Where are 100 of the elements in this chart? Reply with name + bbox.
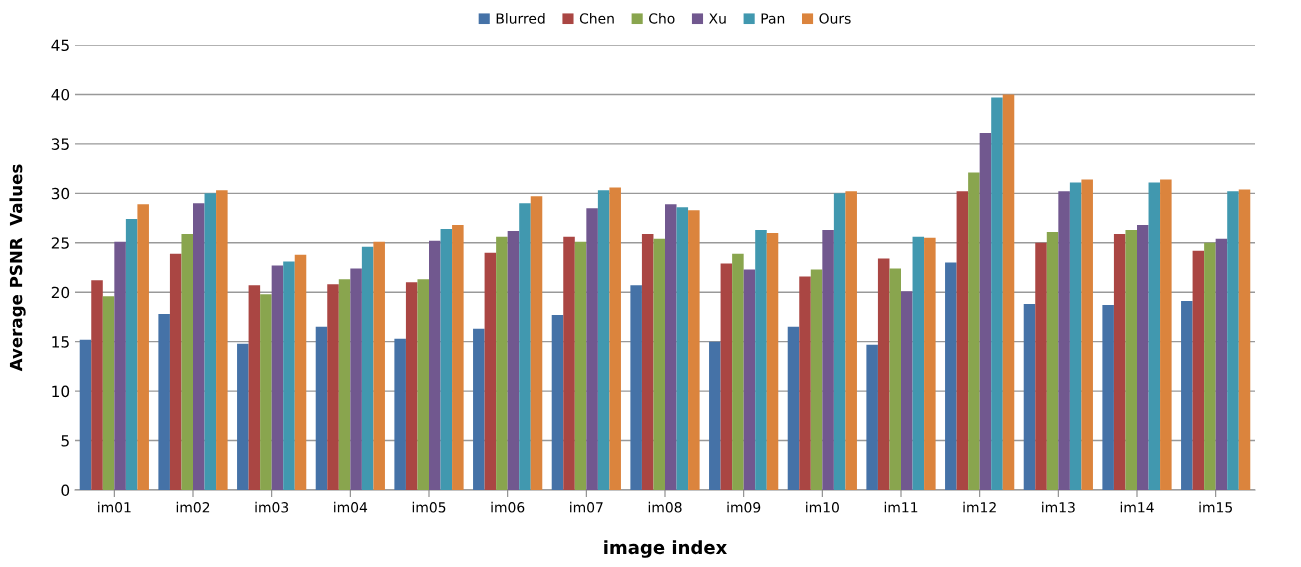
- bar: [327, 284, 339, 490]
- legend-label: Xu: [709, 13, 726, 24]
- bar: [1081, 179, 1093, 490]
- legend-label: Pan: [761, 13, 785, 24]
- x-tick-label: im11: [884, 501, 918, 513]
- x-tick-label: im13: [1042, 501, 1075, 513]
- bar: [743, 269, 756, 490]
- bar: [845, 191, 857, 490]
- bar: [338, 279, 351, 490]
- y-tick-label: 30: [51, 187, 70, 200]
- bar: [866, 344, 878, 490]
- bar: [193, 203, 205, 490]
- legend-label: Ours: [819, 13, 851, 24]
- y-axis-title: Average PSNR Values: [9, 164, 26, 372]
- bar: [822, 229, 834, 490]
- x-tick-label: im12: [963, 501, 996, 513]
- bar: [429, 240, 441, 490]
- bar: [1069, 182, 1082, 490]
- x-tick-label: im06: [491, 501, 525, 513]
- legend-label: Blurred: [496, 13, 545, 24]
- bar: [665, 204, 677, 490]
- bar: [452, 224, 464, 490]
- bar: [586, 208, 598, 490]
- bar: [799, 276, 811, 490]
- bar: [1238, 189, 1251, 490]
- bar: [530, 196, 543, 490]
- bar: [125, 219, 138, 490]
- bar: [1137, 224, 1149, 490]
- x-tick-label: im02: [176, 501, 210, 513]
- bar: [787, 326, 800, 490]
- x-tick-label: im09: [727, 501, 761, 513]
- bar: [473, 328, 485, 490]
- bar: [216, 190, 228, 490]
- bar: [361, 246, 374, 490]
- x-axis-title: image index: [604, 540, 727, 558]
- bar: [315, 326, 328, 490]
- bar: [676, 207, 689, 490]
- bar: [1192, 250, 1205, 490]
- bar: [945, 262, 957, 490]
- bar: [630, 285, 642, 490]
- bar: [720, 263, 733, 490]
- y-tick-label: 15: [52, 336, 69, 348]
- bar: [641, 233, 654, 490]
- bar: [755, 229, 767, 490]
- bar: [901, 291, 913, 490]
- bar: [484, 252, 497, 490]
- bar: [574, 241, 587, 490]
- bar: [766, 232, 779, 490]
- bar: [114, 241, 126, 490]
- bar: [1204, 242, 1216, 490]
- x-tick-label: im03: [255, 501, 289, 513]
- bar: [181, 233, 193, 490]
- bar: [405, 282, 418, 490]
- bar: [158, 313, 170, 490]
- bar: [889, 268, 901, 490]
- bar: [563, 236, 575, 490]
- bar: [609, 187, 621, 490]
- bar: [294, 254, 307, 490]
- bar: [833, 193, 846, 490]
- bar: [1181, 301, 1193, 490]
- bar: [440, 228, 453, 490]
- bar: [956, 191, 969, 490]
- x-tick-label: im04: [334, 501, 368, 513]
- bar: [137, 204, 149, 490]
- y-tick-label: 20: [51, 286, 70, 299]
- bar: [709, 341, 721, 490]
- bar: [1125, 229, 1137, 490]
- bar: [496, 236, 508, 490]
- bar: [688, 210, 700, 490]
- bar: [1023, 304, 1036, 490]
- bar: [810, 269, 823, 490]
- y-tick-label: 45: [51, 39, 69, 52]
- x-tick-label: im15: [1199, 501, 1232, 513]
- bar: [653, 238, 665, 490]
- bar: [991, 97, 1003, 490]
- x-tick-label: im07: [570, 501, 603, 513]
- bar: [260, 294, 272, 490]
- bar: [373, 241, 385, 490]
- bar: [91, 280, 103, 490]
- bar: [1227, 191, 1239, 490]
- y-tick-label: 0: [61, 484, 70, 497]
- bar: [1160, 179, 1172, 490]
- legend-label: Cho: [649, 13, 675, 24]
- bar: [102, 296, 115, 490]
- bar: [350, 268, 362, 490]
- bar: [912, 236, 925, 490]
- bar: [924, 237, 936, 490]
- y-tick-label: 35: [51, 138, 69, 150]
- bar: [968, 172, 980, 490]
- x-tick-label: im01: [98, 501, 131, 513]
- bar: [169, 253, 182, 490]
- x-tick-label: im05: [412, 501, 446, 513]
- bar: [283, 261, 295, 490]
- y-tick-label: 10: [52, 385, 70, 398]
- bar: [1058, 191, 1070, 490]
- bar: [979, 133, 992, 490]
- bar: [877, 258, 890, 490]
- x-tick-label: im08: [648, 501, 682, 513]
- bar: [79, 339, 92, 490]
- bar: [417, 279, 429, 490]
